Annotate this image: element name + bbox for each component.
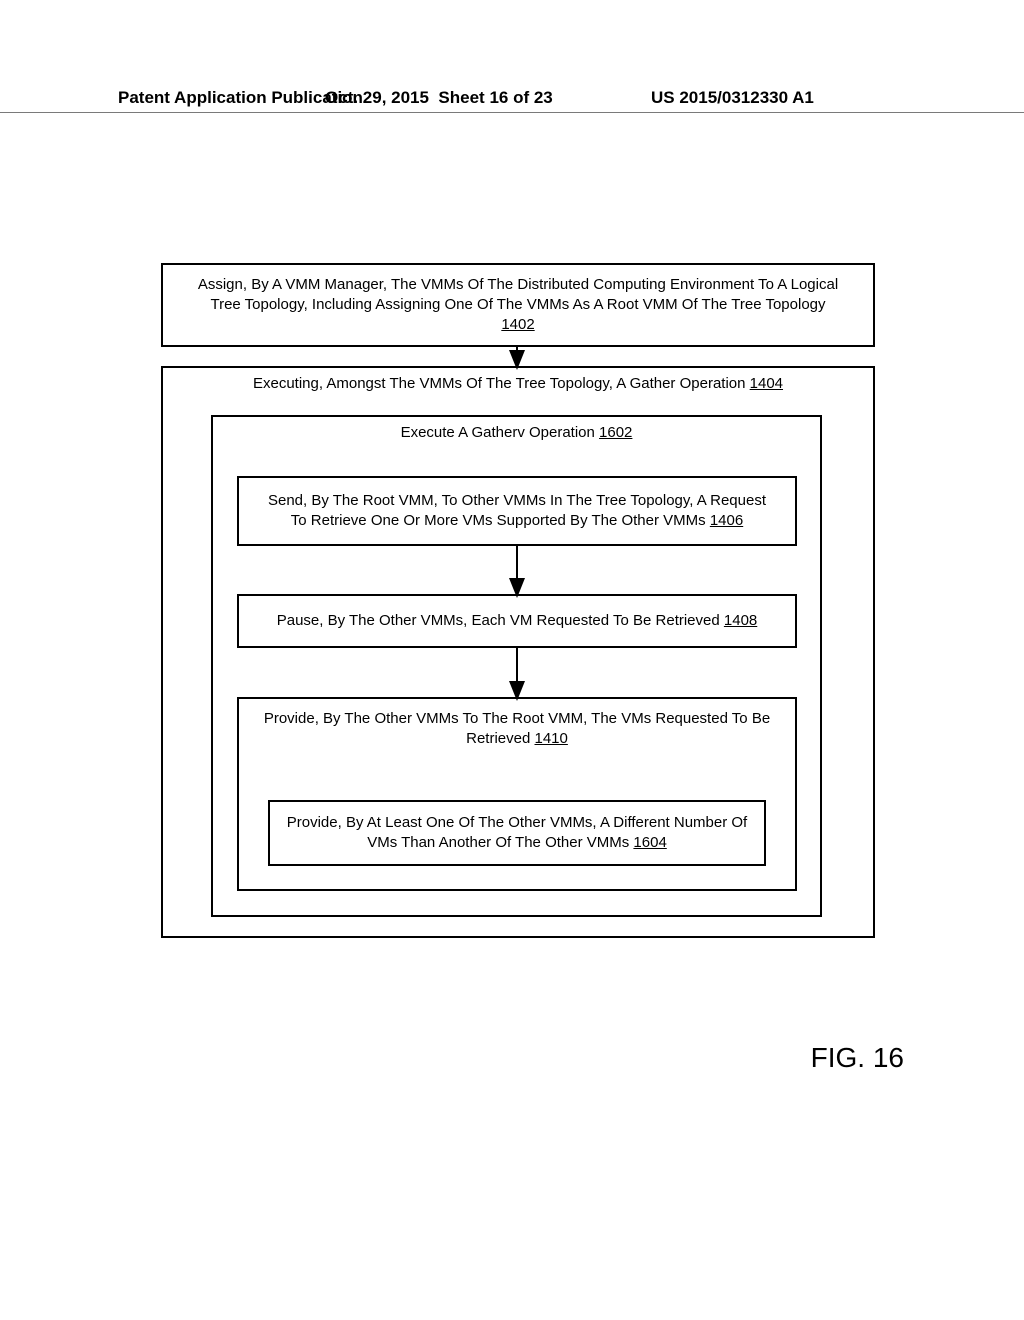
- flow-box-1410-line1: Provide, By The Other VMMs To The Root V…: [264, 709, 770, 729]
- flow-box-1410-text: Provide, By The Other VMMs To The Root V…: [264, 709, 770, 750]
- header-date: Oct. 29, 2015: [325, 88, 429, 107]
- flow-box-1604-line2-text: VMs Than Another Of The Other VMMs: [367, 834, 633, 851]
- figure-label: FIG. 16: [811, 1042, 904, 1074]
- header-doc-number: US 2015/0312330 A1: [651, 88, 814, 108]
- flow-box-1404-ref: 1404: [750, 375, 783, 392]
- flow-box-1406-line2: To Retrieve One Or More VMs Supported By…: [291, 511, 743, 531]
- flow-box-1404-title-text: Executing, Amongst The VMMs Of The Tree …: [253, 375, 750, 392]
- flow-box-1406-line2-text: To Retrieve One Or More VMs Supported By…: [291, 512, 710, 529]
- flow-box-1402-line1: Assign, By A VMM Manager, The VMMs Of Th…: [198, 275, 838, 295]
- flow-box-1604-ref: 1604: [633, 834, 666, 851]
- flow-box-1406-line1: Send, By The Root VMM, To Other VMMs In …: [268, 491, 766, 511]
- header-date-sheet: Oct. 29, 2015 Sheet 16 of 23: [325, 88, 553, 108]
- flow-box-1410-ref: 1410: [535, 730, 568, 747]
- header-sheet: Sheet 16 of 23: [438, 88, 552, 107]
- flow-box-1408-ref: 1408: [724, 612, 757, 629]
- flow-box-1406: Send, By The Root VMM, To Other VMMs In …: [237, 476, 797, 546]
- header-rule: [0, 112, 1024, 113]
- flow-box-1410-line2: Retrieved 1410: [264, 729, 770, 749]
- flow-box-1404-title: Executing, Amongst The VMMs Of The Tree …: [253, 374, 783, 394]
- flow-box-1604: Provide, By At Least One Of The Other VM…: [268, 800, 766, 866]
- flow-box-1402-line2: Tree Topology, Including Assigning One O…: [210, 295, 825, 315]
- flow-box-1604-line1: Provide, By At Least One Of The Other VM…: [287, 813, 747, 833]
- flow-box-1602-title: Execute A Gatherv Operation 1602: [401, 423, 633, 443]
- flow-box-1408-text-pre: Pause, By The Other VMMs, Each VM Reques…: [277, 612, 724, 629]
- flow-box-1402: Assign, By A VMM Manager, The VMMs Of Th…: [161, 263, 875, 347]
- flow-box-1604-line2: VMs Than Another Of The Other VMMs 1604: [367, 833, 667, 853]
- flow-box-1406-ref: 1406: [710, 512, 743, 529]
- flow-box-1410-line2-text: Retrieved: [466, 730, 534, 747]
- flow-box-1408-text: Pause, By The Other VMMs, Each VM Reques…: [277, 611, 758, 631]
- flow-box-1402-ref: 1402: [501, 315, 534, 335]
- page-root: Patent Application Publication Oct. 29, …: [0, 0, 1024, 1320]
- flow-box-1408: Pause, By The Other VMMs, Each VM Reques…: [237, 594, 797, 648]
- flow-box-1602-ref: 1602: [599, 424, 632, 441]
- flow-box-1602-title-text: Execute A Gatherv Operation: [401, 424, 599, 441]
